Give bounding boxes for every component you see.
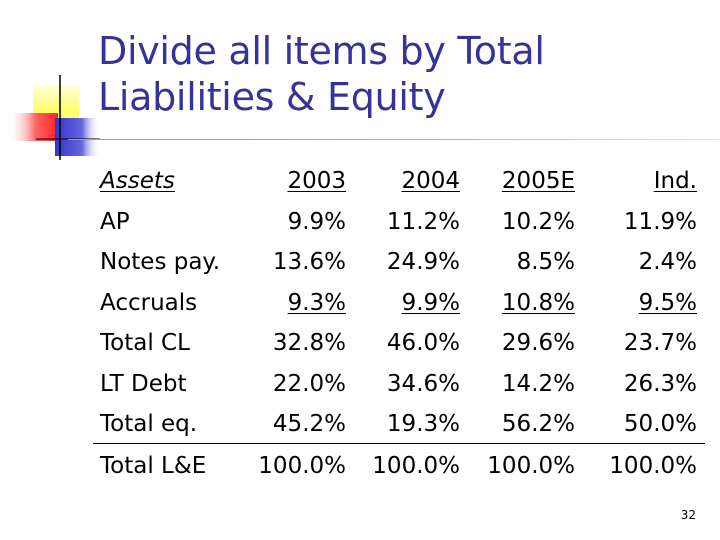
row-label-notes-payable: Notes pay. (100, 249, 221, 275)
page-number: 32 (680, 508, 696, 522)
table-cell: 100.0% (258, 453, 346, 479)
table-cell: 13.6% (272, 249, 346, 275)
row-label-lt-debt: LT Debt (100, 371, 187, 397)
table-cell: 9.9% (401, 290, 460, 316)
slide-title-line-1: Divide all items by Total (98, 29, 545, 73)
table-cell: 9.5% (638, 290, 697, 316)
logo-red-bar (8, 113, 58, 141)
table-cell: 46.0% (386, 330, 460, 356)
slide-title-line-2: Liabilities & Equity (98, 75, 446, 119)
logo-blue-bar (55, 118, 100, 156)
header-2005e: 2005E (501, 168, 575, 194)
table-cell: 9.3% (287, 290, 346, 316)
table-cell: 45.2% (272, 411, 346, 437)
table-cell: 19.3% (386, 411, 460, 437)
decorative-logo (8, 75, 100, 160)
table-cell: 100.0% (487, 453, 575, 479)
slide-title: Divide all items by Total Liabilities & … (98, 28, 698, 120)
row-label-total-cl: Total CL (100, 330, 190, 356)
total-rule (93, 443, 705, 444)
table-cell: 10.2% (501, 209, 575, 235)
table-cell: 24.9% (386, 249, 460, 275)
header-2004: 2004 (401, 168, 460, 194)
table-cell: 26.3% (623, 371, 697, 397)
table-cell: 56.2% (501, 411, 575, 437)
table-cell: 100.0% (609, 453, 697, 479)
table-cell: 100.0% (372, 453, 460, 479)
table-cell: 11.9% (623, 209, 697, 235)
table-cell: 50.0% (623, 411, 697, 437)
row-label-total-equity: Total eq. (100, 411, 198, 437)
row-label-ap: AP (100, 209, 130, 235)
header-industry: Ind. (653, 168, 697, 194)
header-2003: 2003 (287, 168, 346, 194)
table-cell: 34.6% (386, 371, 460, 397)
table-cell: 22.0% (272, 371, 346, 397)
table-cell: 14.2% (501, 371, 575, 397)
row-label-accruals: Accruals (100, 290, 198, 316)
table-cell: 9.9% (287, 209, 346, 235)
row-label-total-le: Total L&E (100, 453, 207, 479)
table-cell: 11.2% (386, 209, 460, 235)
table-cell: 10.8% (501, 290, 575, 316)
table-cell: 2.4% (638, 249, 697, 275)
table-cell: 32.8% (272, 330, 346, 356)
table-cell: 8.5% (516, 249, 575, 275)
title-divider (68, 139, 720, 140)
table-cell: 29.6% (501, 330, 575, 356)
header-assets: Assets (100, 168, 175, 194)
table-cell: 23.7% (623, 330, 697, 356)
